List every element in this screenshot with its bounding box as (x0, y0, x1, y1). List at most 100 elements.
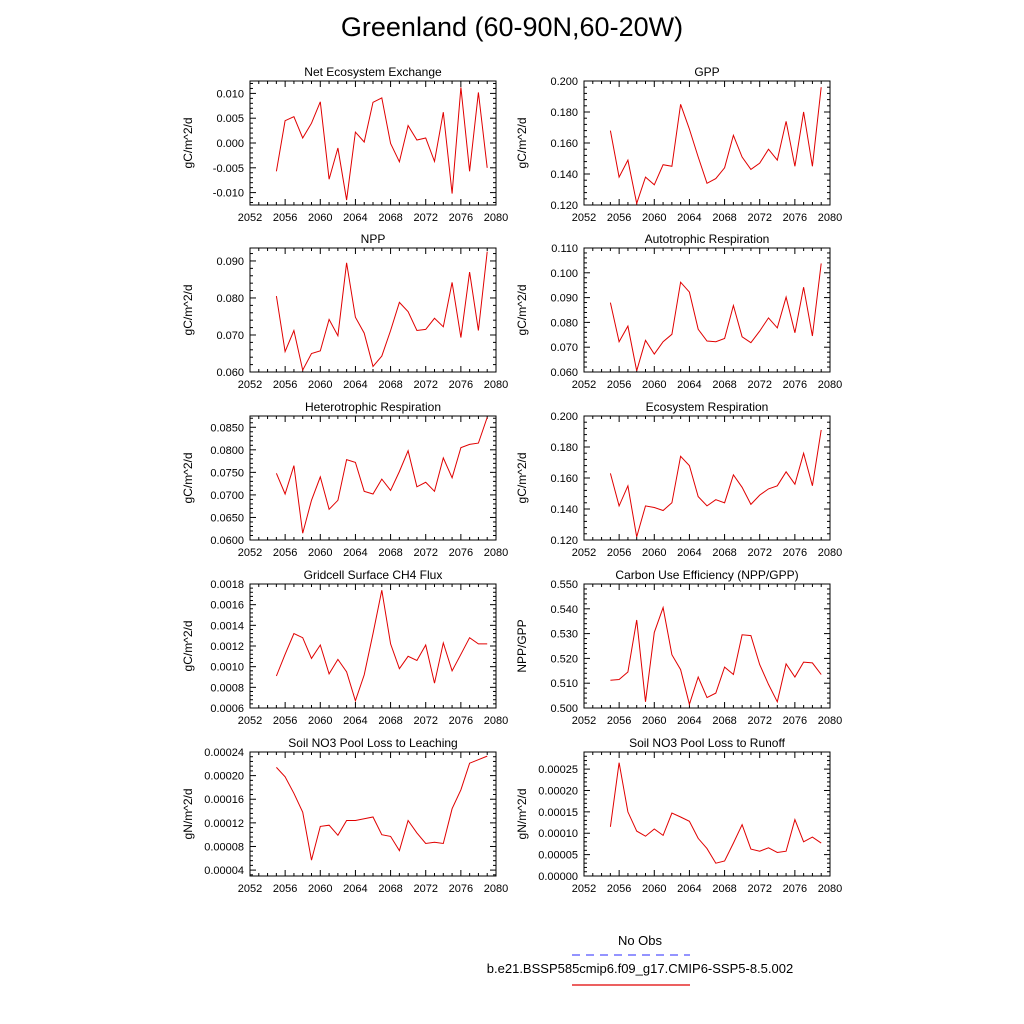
x-tick-label: 2068 (712, 547, 736, 559)
x-tick-label: 2072 (413, 883, 437, 895)
y-tick-label: 0.0006 (210, 703, 244, 715)
x-tick-label: 2060 (642, 715, 666, 727)
x-tick-label: 2056 (273, 379, 297, 391)
y-tick-label: 0.00020 (538, 785, 578, 797)
x-tick-label: 2080 (484, 883, 508, 895)
x-tick-label: 2060 (308, 212, 332, 224)
x-tick-label: 2060 (642, 379, 666, 391)
plot-frame (583, 247, 831, 373)
x-tick-label: 2068 (712, 715, 736, 727)
x-tick-label: 2068 (712, 883, 736, 895)
y-tick-label: 0.160 (550, 473, 578, 485)
y-tick-label: 0.160 (550, 138, 578, 150)
series-line (609, 762, 822, 864)
x-tick-label: 2064 (677, 212, 701, 224)
y-tick-label: 0.080 (216, 293, 244, 305)
plot-frame (583, 415, 831, 541)
y-tick-label: 0.0012 (210, 641, 244, 653)
y-tick-label: 0.200 (550, 411, 578, 423)
x-tick-label: 2076 (449, 715, 473, 727)
chart-panel-3: Autotrophic Respiration gC/m^2/d 2052 2056 2… (515, 232, 842, 391)
y-tick-label: 0.0016 (210, 600, 244, 612)
y-tick-label: 0.000 (216, 138, 244, 150)
x-tick-label: 2072 (747, 212, 771, 224)
chart-panel-4: Heterotrophic Respiration gC/m^2/d 2052 205… (181, 400, 508, 559)
x-tick-label: 2052 (238, 212, 262, 224)
y-axis-label: gN/m^2/d (515, 789, 529, 840)
x-tick-label: 2052 (572, 547, 596, 559)
y-tick-label: 0.500 (550, 703, 578, 715)
x-tick-label: 2056 (273, 547, 297, 559)
x-tick-label: 2056 (607, 379, 631, 391)
y-tick-label: 0.0850 (210, 422, 244, 434)
x-tick-label: 2072 (747, 547, 771, 559)
x-tick-label: 2060 (642, 547, 666, 559)
y-tick-label: 0.00004 (204, 865, 244, 877)
y-tick-label: 0.00015 (538, 807, 578, 819)
chart-panel-2: NPP gC/m^2/d 2052 2056 2060 2064 2068 2072 2076 2… (181, 232, 508, 391)
panel-title: Heterotrophic Respiration (305, 400, 441, 414)
x-tick-label: 2052 (572, 379, 596, 391)
y-tick-label: 0.0750 (210, 467, 244, 479)
y-tick-label: 0.120 (550, 535, 578, 547)
x-tick-label: 2052 (238, 883, 262, 895)
y-tick-label: 0.180 (550, 107, 578, 119)
plot-frame (249, 80, 497, 206)
chart-panel-0: Net Ecosystem Exchange gC/m^2/d 2052 2056 20… (181, 65, 508, 224)
series-line (275, 87, 488, 201)
y-tick-label: 0.0700 (210, 490, 244, 502)
x-tick-label: 2080 (818, 715, 842, 727)
y-tick-label: 0.550 (550, 579, 578, 591)
x-tick-label: 2064 (343, 212, 367, 224)
chart-panel-7: Carbon Use Efficiency (NPP/GPP) NPP/GPP 20… (515, 568, 842, 727)
panel-title: Carbon Use Efficiency (NPP/GPP) (615, 568, 798, 582)
x-tick-label: 2076 (783, 212, 807, 224)
chart-panel-6: Gridcell Surface CH4 Flux gC/m^2/d 2052 205… (181, 568, 508, 727)
chart-panel-8: Soil NO3 Pool Loss to Leaching gN/m^2/d 20… (181, 736, 508, 895)
x-tick-label: 2072 (747, 883, 771, 895)
y-tick-label: 0.530 (550, 629, 578, 641)
y-tick-label: 0.140 (550, 504, 578, 516)
y-tick-label: 0.00005 (538, 850, 578, 862)
x-tick-label: 2080 (818, 212, 842, 224)
y-tick-label: 0.060 (550, 367, 578, 379)
y-tick-label: 0.00025 (538, 764, 578, 776)
x-tick-label: 2060 (308, 883, 332, 895)
x-tick-label: 2068 (712, 212, 736, 224)
y-tick-label: 0.00000 (538, 871, 578, 883)
x-tick-label: 2068 (712, 379, 736, 391)
y-tick-label: 0.100 (550, 268, 578, 280)
x-tick-label: 2060 (308, 547, 332, 559)
y-axis-label: gC/m^2/d (515, 285, 529, 336)
y-axis-label: NPP/GPP (515, 619, 529, 672)
x-tick-label: 2076 (449, 883, 473, 895)
chart-panel-1: GPP gC/m^2/d 2052 2056 2060 2064 2068 2072 2076 2… (515, 65, 842, 224)
x-tick-label: 2080 (818, 547, 842, 559)
x-tick-label: 2060 (642, 212, 666, 224)
y-tick-label: 0.120 (550, 200, 578, 212)
x-tick-label: 2056 (273, 212, 297, 224)
y-tick-label: 0.090 (550, 293, 578, 305)
y-tick-label: 0.540 (550, 604, 578, 616)
panel-title: Net Ecosystem Exchange (304, 65, 442, 79)
x-tick-label: 2068 (378, 547, 402, 559)
series-line (275, 590, 488, 703)
plot-frame (249, 415, 497, 541)
x-tick-label: 2056 (273, 715, 297, 727)
x-tick-label: 2052 (238, 379, 262, 391)
x-tick-label: 2052 (572, 883, 596, 895)
y-tick-label: -0.010 (213, 188, 244, 200)
x-tick-label: 2080 (484, 212, 508, 224)
y-tick-label: 0.140 (550, 169, 578, 181)
y-tick-label: 0.00010 (538, 828, 578, 840)
x-tick-label: 2064 (343, 379, 367, 391)
y-tick-label: 0.0014 (210, 620, 244, 632)
x-tick-label: 2060 (642, 883, 666, 895)
y-tick-label: 0.110 (551, 243, 578, 255)
x-tick-label: 2072 (413, 212, 437, 224)
series-line (275, 251, 488, 372)
x-tick-label: 2072 (413, 547, 437, 559)
y-tick-label: 0.00012 (204, 818, 244, 830)
x-tick-label: 2072 (747, 379, 771, 391)
